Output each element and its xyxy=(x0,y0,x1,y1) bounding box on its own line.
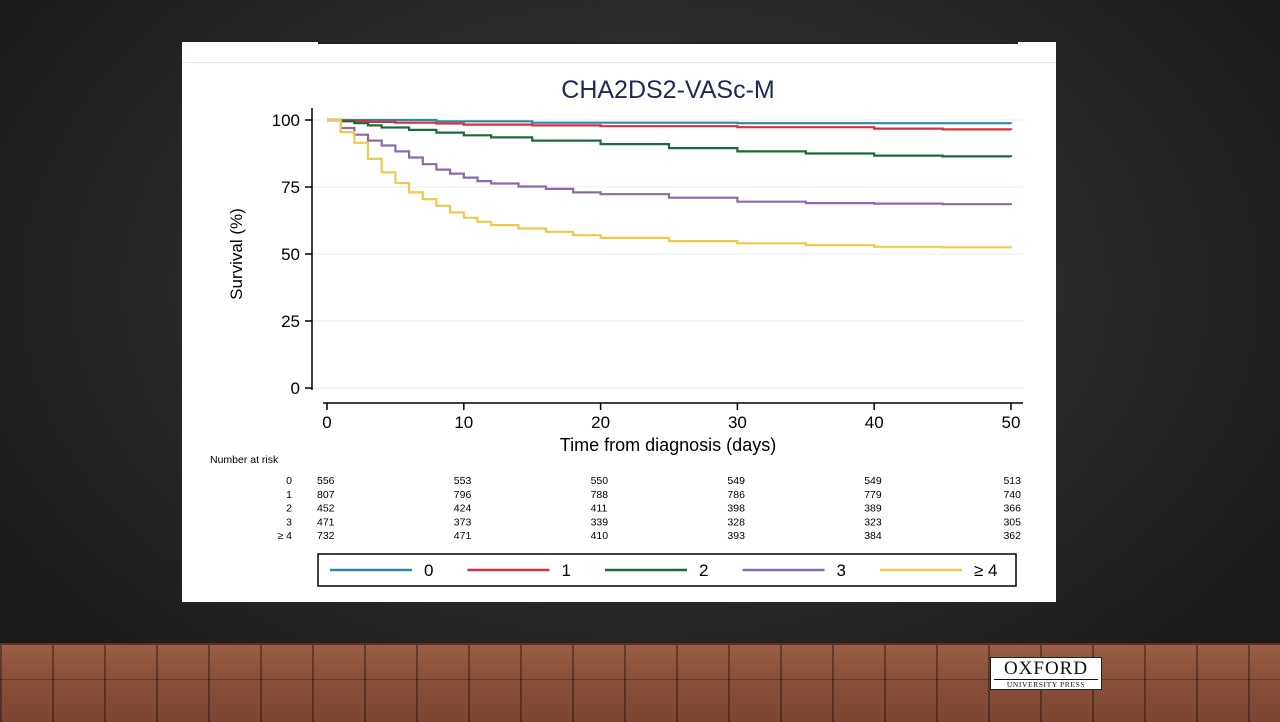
risk-cell: 362 xyxy=(1003,530,1021,542)
y-tick-label: 100 xyxy=(272,111,300,130)
legend-label-4: ≥ 4 xyxy=(974,561,998,580)
x-tick-label: 10 xyxy=(454,413,473,432)
survival-curve-4 xyxy=(327,118,1013,249)
risk-cell: 471 xyxy=(454,530,472,542)
risk-cell: 411 xyxy=(591,503,608,515)
x-axis-label: Time from diagnosis (days) xyxy=(560,435,776,455)
legend-label-1: 1 xyxy=(562,561,571,580)
risk-cell: 424 xyxy=(454,503,472,515)
x-tick-label: 40 xyxy=(865,413,884,432)
risk-cell: 305 xyxy=(1003,516,1021,528)
risk-cell: 788 xyxy=(591,489,609,501)
risk-row-label: ≥ 4 xyxy=(277,530,292,542)
y-tick-label: 25 xyxy=(281,312,300,331)
logo-line-2: UNIVERSITY PRESS xyxy=(994,679,1098,689)
y-tick-label: 50 xyxy=(281,245,300,264)
oxford-university-press-logo: OXFORD UNIVERSITY PRESS xyxy=(990,657,1102,690)
risk-cell: 389 xyxy=(864,503,882,515)
survival-curve-2 xyxy=(327,118,1013,158)
risk-cell: 796 xyxy=(454,489,472,501)
risk-cell: 549 xyxy=(864,475,882,487)
risk-cell: 549 xyxy=(727,475,745,487)
survival-chart: CHA2DS2-VASc-M Survival (%) Time from di… xyxy=(210,76,1023,587)
survival-curve-0 xyxy=(327,118,1013,125)
legend-label-0: 0 xyxy=(424,561,433,580)
risk-row-label: 1 xyxy=(286,489,292,501)
risk-row-label: 3 xyxy=(286,516,292,528)
legend-label-3: 3 xyxy=(837,561,846,580)
risk-row-label: 0 xyxy=(286,475,292,487)
risk-cell: 740 xyxy=(1003,489,1021,501)
risk-cell: 807 xyxy=(317,489,335,501)
survival-curve-1 xyxy=(327,118,1013,131)
x-tick-label: 0 xyxy=(322,413,331,432)
risk-cell: 732 xyxy=(317,530,335,542)
risk-cell: 384 xyxy=(864,530,882,542)
risk-cell: 550 xyxy=(591,475,609,487)
risk-cell: 513 xyxy=(1003,475,1021,487)
risk-cell: 393 xyxy=(727,530,745,542)
survival-curve-3 xyxy=(327,118,1013,206)
risk-cell: 452 xyxy=(317,503,335,515)
x-tick-label: 50 xyxy=(1002,413,1021,432)
y-tick-label: 0 xyxy=(291,379,300,398)
risk-cell: 779 xyxy=(864,489,882,501)
risk-cell: 553 xyxy=(454,475,472,487)
figure-panel: CHA2DS2-VASc-M Survival (%) Time from di… xyxy=(182,42,1056,602)
logo-line-1: OXFORD xyxy=(1003,658,1089,679)
risk-cell: 366 xyxy=(1003,503,1021,515)
risk-cell: 471 xyxy=(317,516,335,528)
risk-cell: 398 xyxy=(727,503,745,515)
risk-cell: 373 xyxy=(454,516,472,528)
chart-title: CHA2DS2-VASc-M xyxy=(561,76,774,104)
legend-label-2: 2 xyxy=(699,561,708,580)
x-tick-label: 30 xyxy=(728,413,747,432)
risk-table-header: Number at risk xyxy=(210,454,279,466)
risk-cell: 328 xyxy=(727,516,745,528)
risk-cell: 410 xyxy=(591,530,609,542)
risk-cell: 786 xyxy=(727,489,745,501)
y-axis-label: Survival (%) xyxy=(227,208,246,300)
x-tick-label: 20 xyxy=(591,413,610,432)
risk-row-label: 2 xyxy=(286,503,292,515)
figure-top-border xyxy=(318,42,1018,44)
y-tick-label: 75 xyxy=(281,178,300,197)
risk-cell: 323 xyxy=(864,516,882,528)
figure-top-rule xyxy=(182,62,1056,63)
risk-cell: 339 xyxy=(591,516,609,528)
risk-cell: 556 xyxy=(317,475,335,487)
